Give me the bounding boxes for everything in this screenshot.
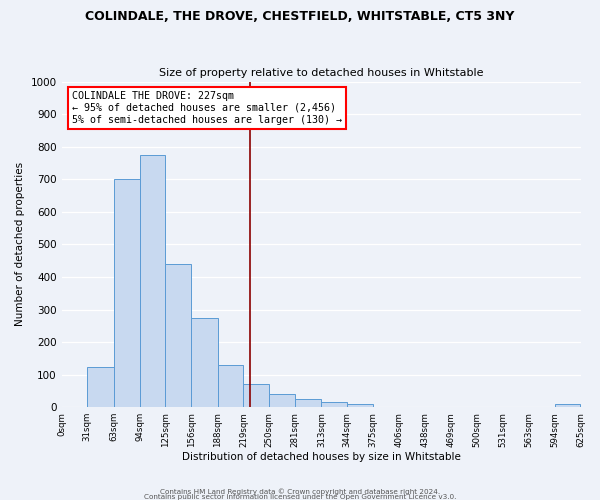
Bar xyxy=(140,155,166,407)
Bar xyxy=(218,365,244,407)
Bar xyxy=(347,404,373,407)
Bar xyxy=(322,402,347,407)
Bar xyxy=(114,180,140,407)
Bar xyxy=(166,264,191,407)
Text: Contains public sector information licensed under the Open Government Licence v3: Contains public sector information licen… xyxy=(144,494,456,500)
X-axis label: Distribution of detached houses by size in Whitstable: Distribution of detached houses by size … xyxy=(182,452,460,462)
Bar xyxy=(269,394,295,407)
Bar xyxy=(244,384,269,407)
Text: COLINDALE, THE DROVE, CHESTFIELD, WHITSTABLE, CT5 3NY: COLINDALE, THE DROVE, CHESTFIELD, WHITST… xyxy=(85,10,515,23)
Text: COLINDALE THE DROVE: 227sqm
← 95% of detached houses are smaller (2,456)
5% of s: COLINDALE THE DROVE: 227sqm ← 95% of det… xyxy=(72,92,342,124)
Title: Size of property relative to detached houses in Whitstable: Size of property relative to detached ho… xyxy=(159,68,483,78)
Bar xyxy=(191,318,218,407)
Bar xyxy=(295,399,322,407)
Y-axis label: Number of detached properties: Number of detached properties xyxy=(15,162,25,326)
Bar xyxy=(555,404,580,407)
Text: Contains HM Land Registry data © Crown copyright and database right 2024.: Contains HM Land Registry data © Crown c… xyxy=(160,488,440,495)
Bar xyxy=(87,366,114,407)
